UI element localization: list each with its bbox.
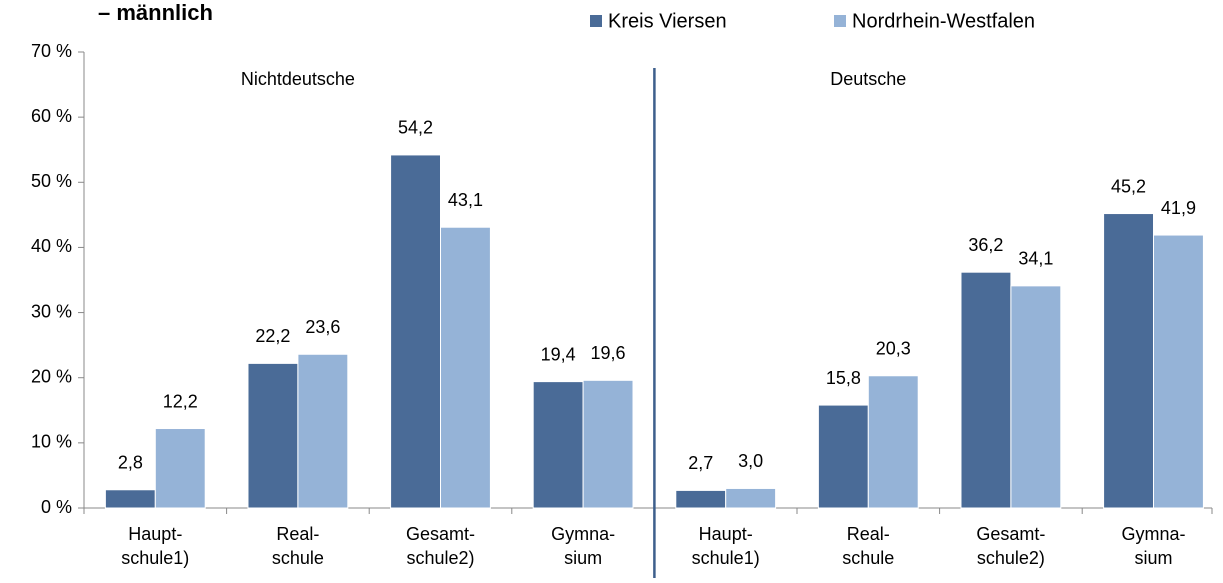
bar	[390, 154, 441, 509]
y-tick-label: 70 %	[31, 41, 72, 61]
value-label: 34,1	[1018, 249, 1053, 269]
value-label: 23,6	[305, 317, 340, 337]
value-label: 2,8	[118, 453, 143, 473]
bar	[1153, 234, 1204, 509]
value-label: 3,0	[738, 451, 763, 471]
y-tick-label: 0 %	[41, 497, 72, 517]
legend-swatch	[590, 15, 602, 27]
y-tick-label: 40 %	[31, 236, 72, 256]
bar	[960, 271, 1012, 509]
value-label: 22,2	[255, 326, 290, 346]
value-label: 36,2	[968, 235, 1003, 255]
bar	[1010, 285, 1062, 509]
bar	[1103, 213, 1154, 509]
value-label: 2,7	[688, 453, 713, 473]
value-label: 12,2	[163, 391, 198, 411]
y-tick-label: 20 %	[31, 366, 72, 386]
value-label: 54,2	[398, 118, 433, 138]
chart-title: – männlich	[98, 0, 213, 25]
bar	[582, 379, 634, 509]
legend-label: Kreis Viersen	[608, 10, 727, 32]
y-tick-label: 10 %	[31, 432, 72, 452]
bar	[440, 226, 491, 509]
bar	[725, 487, 777, 509]
bar	[154, 428, 206, 509]
bar	[247, 362, 299, 509]
value-label: 20,3	[876, 339, 911, 359]
x-tick-label: Gymna- sium	[551, 524, 616, 568]
bar	[867, 375, 919, 509]
bar	[817, 404, 869, 509]
group-label: Nichtdeutsche	[241, 69, 355, 89]
value-label: 41,9	[1161, 198, 1196, 218]
x-tick-label: Gesamt- schule2)	[405, 524, 475, 568]
group-label: Deutsche	[830, 69, 906, 89]
bar	[532, 381, 584, 509]
x-tick-label: Haupt- schule1)	[121, 524, 190, 568]
bar	[675, 489, 727, 509]
legend-swatch	[834, 15, 846, 27]
x-tick-label: Haupt- schule1)	[691, 524, 760, 568]
value-label: 15,8	[826, 368, 861, 388]
x-tick-label: Gesamt- schule2)	[976, 524, 1046, 568]
value-label: 19,4	[541, 344, 576, 364]
y-tick-label: 60 %	[31, 106, 72, 126]
x-tick-label: Real- schule	[271, 524, 324, 568]
y-tick-label: 30 %	[31, 301, 72, 321]
x-tick-label: Gymna- sium	[1121, 524, 1186, 568]
x-tick-label: Real- schule	[842, 524, 895, 568]
value-label: 45,2	[1111, 176, 1146, 196]
bar	[297, 353, 349, 509]
value-label: 43,1	[448, 190, 483, 210]
y-tick-label: 50 %	[31, 171, 72, 191]
bar	[104, 489, 156, 509]
legend-label: Nordrhein-Westfalen	[852, 10, 1035, 32]
value-label: 19,6	[591, 343, 626, 363]
